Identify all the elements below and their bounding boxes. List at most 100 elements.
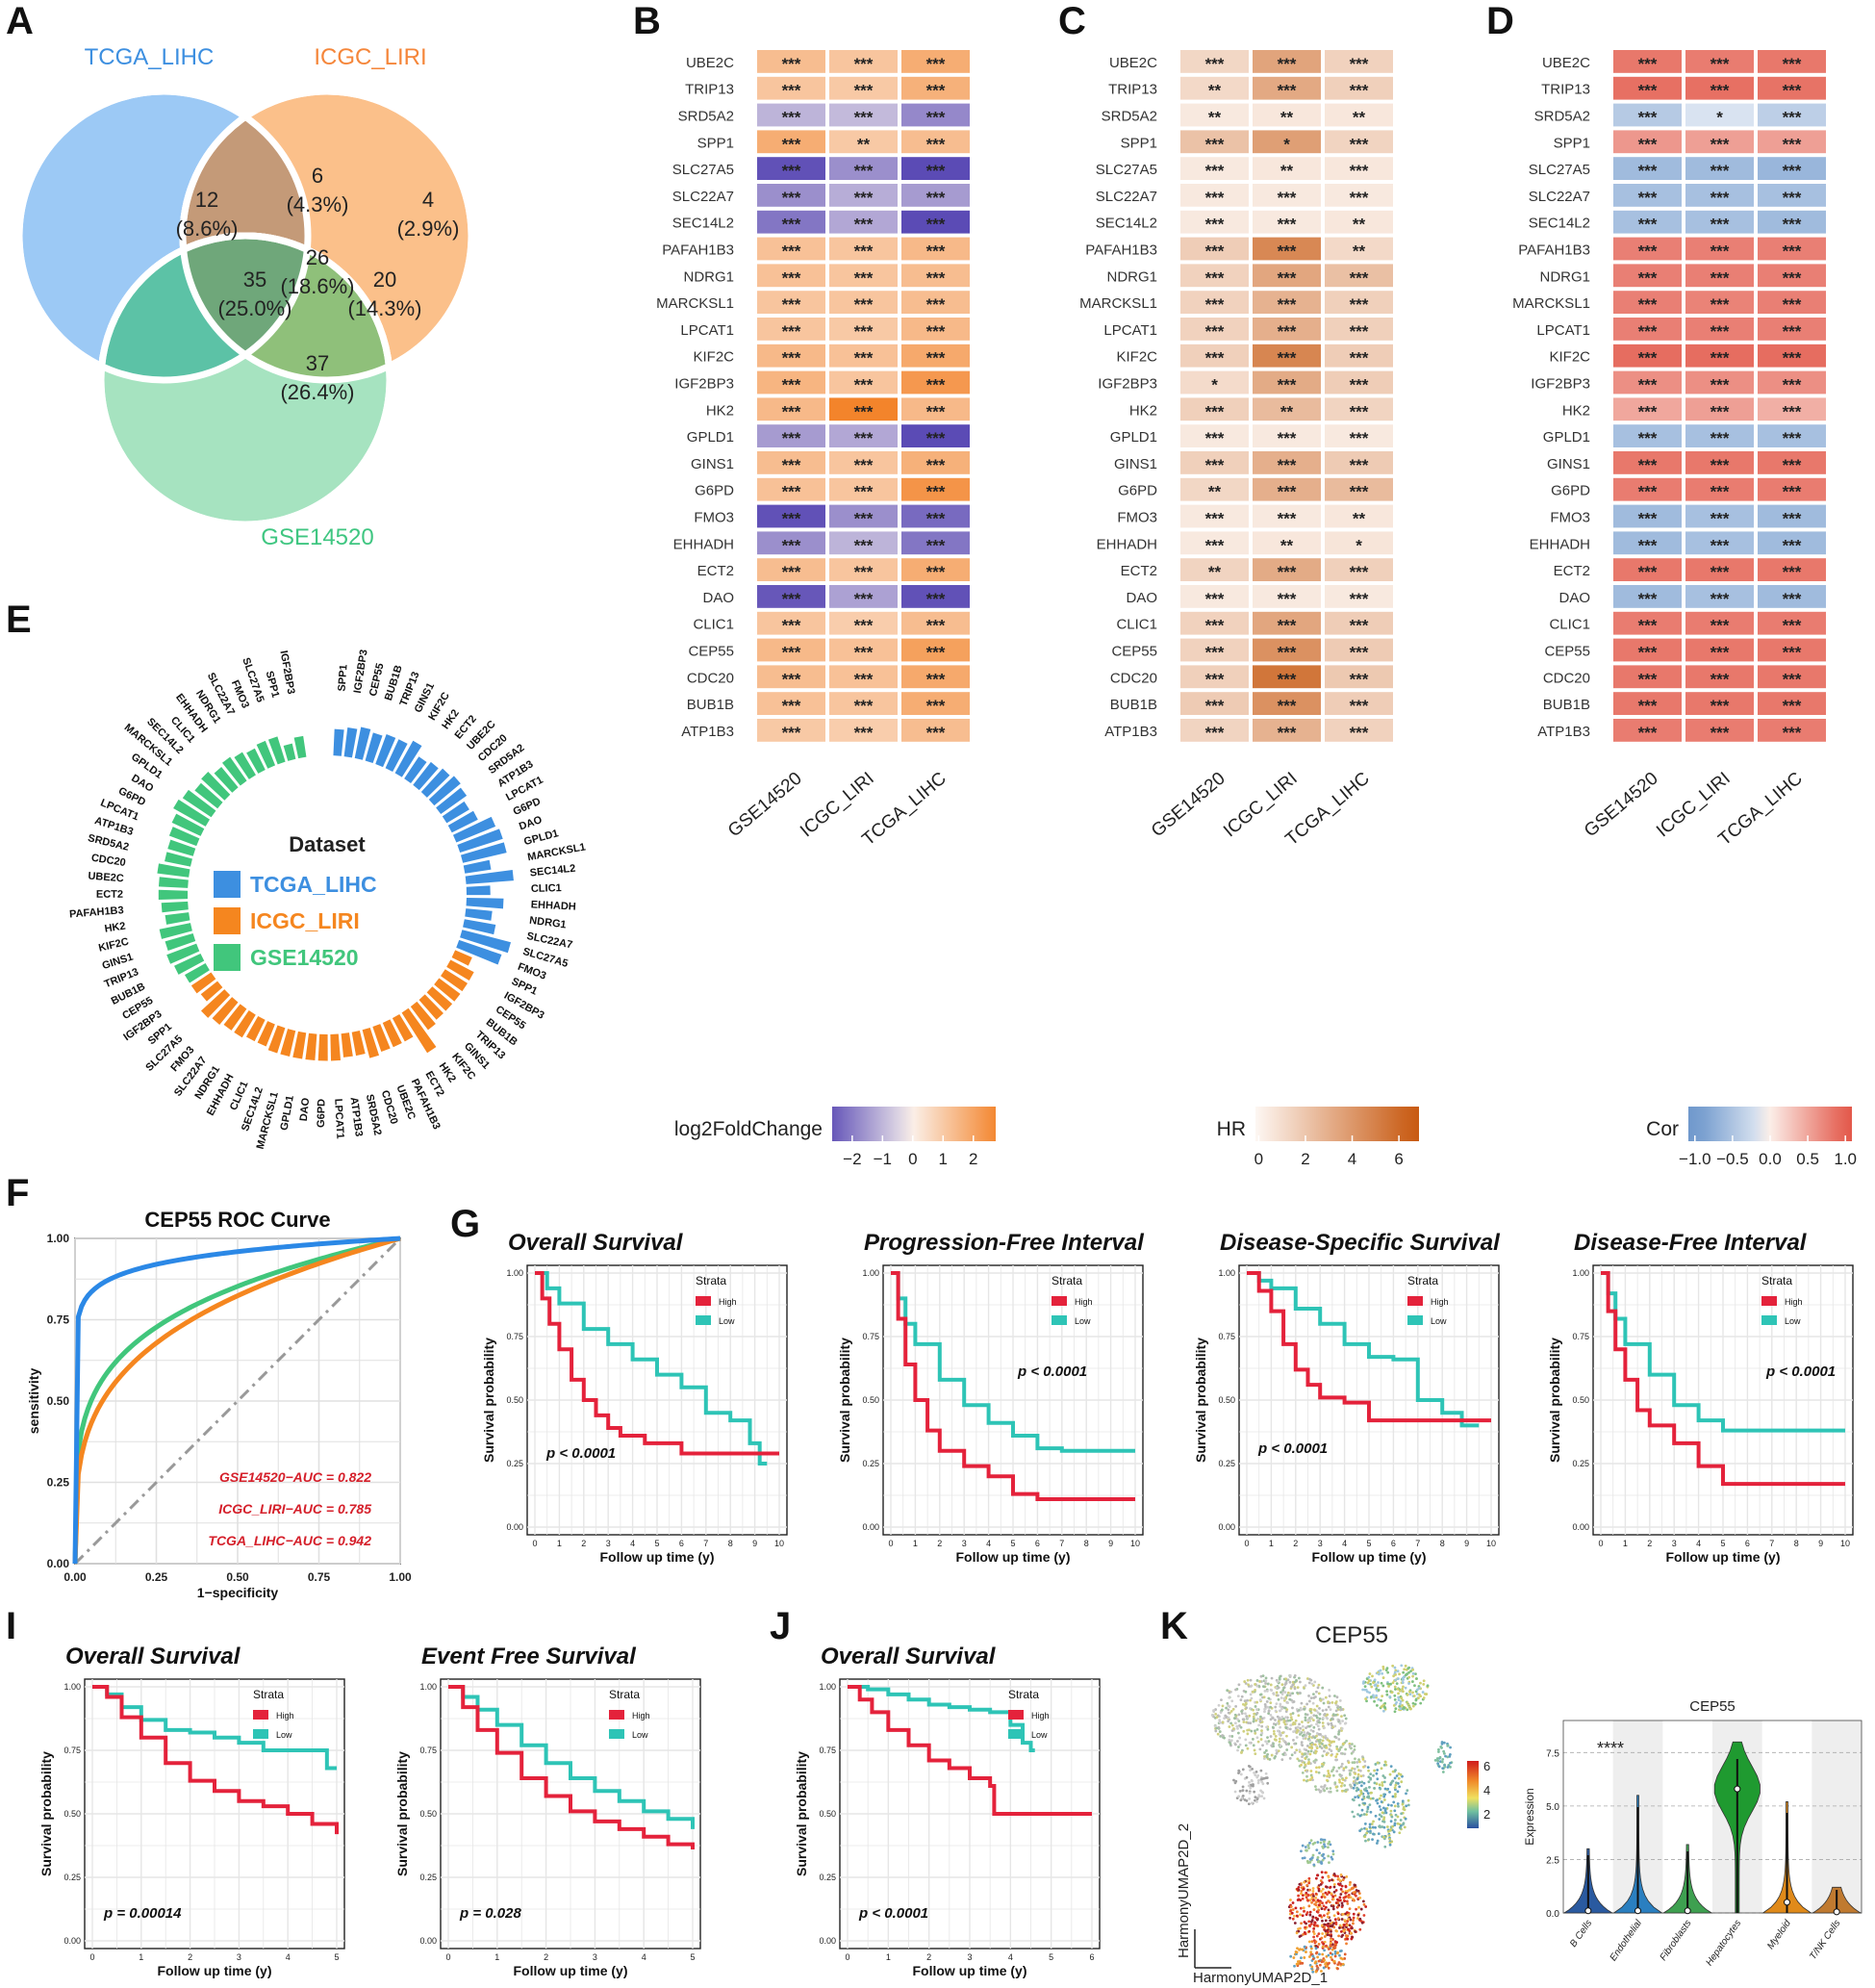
km-xtick: 3 [606, 1539, 611, 1548]
umap-point [1399, 1707, 1403, 1711]
circ-bar [305, 1032, 317, 1061]
umap-point [1381, 1774, 1385, 1777]
umap-point [1394, 1673, 1397, 1676]
umap-point [1393, 1776, 1397, 1780]
umap-point [1366, 1690, 1369, 1694]
circ-legend-label: GSE14520 [250, 945, 359, 970]
km-ytick: 1.00 [419, 1682, 437, 1692]
umap-point [1361, 1773, 1365, 1777]
umap-point [1341, 1890, 1345, 1894]
heat-star: *** [1350, 456, 1369, 474]
circ-gene-label: IGF2BP3 [352, 649, 370, 694]
heat-star: *** [1783, 697, 1802, 715]
km-ytick: 0.25 [419, 1873, 437, 1882]
umap-point [1242, 1720, 1246, 1723]
umap-point [1307, 1920, 1311, 1924]
heat-star: *** [854, 216, 874, 234]
umap-point [1368, 1672, 1372, 1675]
heat-cell [757, 665, 825, 689]
heat-cell [1180, 397, 1249, 421]
umap-point [1298, 1882, 1302, 1886]
circ-bar [351, 1030, 366, 1057]
umap-point [1241, 1768, 1245, 1771]
umap-point [1326, 1915, 1330, 1919]
km-legend-high-swatch [1052, 1296, 1067, 1306]
heat-cell [1758, 210, 1826, 234]
heat-cell [901, 210, 970, 234]
heatmap-log2fc: UBE2C *** *** ***TRIP13 *** *** ***SRD5A2 *** **… [656, 50, 996, 1168]
umap-point [1309, 1749, 1313, 1753]
umap-point [1277, 1686, 1280, 1690]
km-xtick: 4 [630, 1539, 635, 1548]
heat-cell [1613, 237, 1682, 261]
heat-gene-label: UBE2C [1542, 55, 1590, 71]
umap-point [1340, 1762, 1344, 1766]
heat-cell [1758, 370, 1826, 395]
heat-star: *** [1350, 644, 1369, 662]
heat-cell [1758, 424, 1826, 447]
heat-cell [757, 264, 825, 288]
umap-point [1260, 1780, 1264, 1784]
heat-star: *** [782, 109, 801, 127]
km-xtick: 7 [1415, 1539, 1420, 1548]
heat-star: *** [854, 189, 874, 207]
umap-point [1407, 1682, 1410, 1685]
heat-cell [1613, 558, 1682, 581]
heat-cell [1613, 424, 1682, 447]
umap-point [1339, 1765, 1343, 1769]
umap-point [1321, 1697, 1325, 1701]
umap-point [1341, 1957, 1345, 1961]
umap-point [1353, 1815, 1356, 1819]
heat-star: *** [1783, 135, 1802, 153]
km-legend-high-swatch [1008, 1710, 1024, 1720]
umap-point [1264, 1740, 1268, 1744]
venn-percent-2: (26.4%) [280, 380, 354, 404]
umap-point [1352, 1922, 1355, 1925]
umap-point [1391, 1770, 1395, 1773]
umap-point [1303, 1909, 1305, 1913]
umap-point [1227, 1711, 1230, 1715]
umap-point [1261, 1674, 1265, 1678]
umap-point [1214, 1729, 1218, 1733]
umap-point [1279, 1709, 1282, 1713]
umap-point [1356, 1772, 1360, 1776]
heat-star: ** [1280, 402, 1294, 421]
umap-point [1304, 1925, 1307, 1929]
km-xtick: 3 [962, 1539, 967, 1548]
circular-bar-chart: SPP1 IGF2BP3CEP55BUB1BTRIP13GINS1KIF2CHK2… [69, 649, 587, 1151]
umap-point [1312, 1935, 1316, 1939]
umap-point [1290, 1753, 1294, 1757]
umap-point [1356, 1782, 1359, 1785]
km-ytick: 0.75 [1218, 1332, 1235, 1341]
heat-star: ** [1208, 109, 1222, 127]
umap-point [1301, 1720, 1304, 1723]
heat-cell [1180, 184, 1249, 207]
heat-star: ** [1353, 242, 1366, 261]
heat-cell [829, 264, 898, 288]
umap-point [1280, 1696, 1283, 1699]
umap-point [1301, 1744, 1305, 1747]
heat-gene-label: GPLD1 [687, 429, 734, 446]
umap-point [1398, 1785, 1402, 1789]
umap-point [1323, 1949, 1327, 1952]
heat-cell [1758, 692, 1826, 715]
km-legend-high: High [1075, 1297, 1093, 1307]
umap-point [1224, 1714, 1228, 1718]
umap-point [1418, 1686, 1421, 1690]
venn-percent-4: (25.0%) [217, 296, 291, 320]
heat-star: *** [1783, 162, 1802, 180]
umap-point [1382, 1835, 1385, 1839]
heat-cell [1253, 665, 1321, 689]
umap-point [1360, 1808, 1364, 1812]
umap-point [1314, 1970, 1318, 1974]
heat-star: *** [854, 268, 874, 287]
heat-star: *** [854, 563, 874, 581]
circ-bar [382, 1019, 402, 1048]
umap-point [1311, 1930, 1315, 1933]
umap-point [1221, 1720, 1225, 1724]
umap-point [1359, 1907, 1363, 1911]
circ-gene-label: PAFAH1B3 [69, 905, 124, 920]
venn-diagram: 12(8.6%)4(2.9%)37(26.4%)6(4.3%)35(25.0%)… [15, 44, 475, 550]
venn-count-5: 20 [373, 268, 396, 292]
heat-gene-label: SPP1 [697, 135, 734, 151]
